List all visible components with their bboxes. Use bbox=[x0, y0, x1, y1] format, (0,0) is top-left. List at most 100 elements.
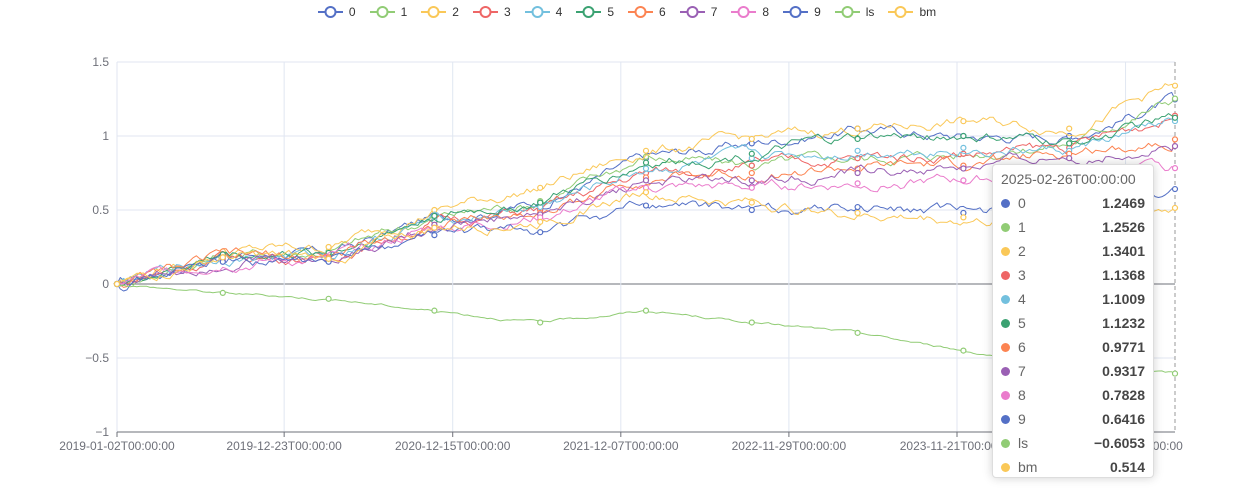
tooltip-series-value: 1.1368 bbox=[1102, 267, 1145, 283]
series-point-ls bbox=[325, 295, 332, 302]
series-point-ls bbox=[854, 329, 861, 336]
legend-symbol-icon bbox=[888, 6, 914, 18]
tooltip-series-name: 3 bbox=[1018, 267, 1026, 283]
series-point-bm bbox=[642, 189, 650, 196]
tooltip-row: 3 1.1368 bbox=[1001, 263, 1145, 287]
series-dot-icon bbox=[1001, 246, 1010, 256]
legend-symbol-icon bbox=[369, 6, 395, 18]
series-point-bm bbox=[113, 280, 121, 288]
tooltip-series-name: 4 bbox=[1018, 291, 1026, 307]
legend-item-5[interactable]: 5 bbox=[576, 5, 614, 19]
legend-item-2[interactable]: 2 bbox=[421, 5, 459, 19]
series-dot-icon bbox=[1001, 414, 1010, 424]
series-dot-icon bbox=[1001, 198, 1010, 208]
x-tick-label: 2023-11-21T00:00:00 bbox=[900, 439, 1015, 453]
legend-symbol-icon bbox=[421, 6, 447, 18]
tooltip-series-name: 6 bbox=[1018, 339, 1026, 355]
series-point-5 bbox=[537, 199, 544, 206]
tooltip-series-value: 1.3401 bbox=[1102, 243, 1145, 259]
series-point-bm bbox=[325, 255, 332, 262]
x-tick-label: 2019-12-23T00:00:00 bbox=[226, 439, 342, 453]
legend-item-ls[interactable]: ls bbox=[834, 5, 875, 19]
series-dot-icon bbox=[1001, 342, 1010, 352]
legend-label: 8 bbox=[762, 5, 770, 19]
legend-label: 2 bbox=[452, 5, 459, 19]
tooltip-series-value: 0.9317 bbox=[1102, 363, 1145, 379]
tooltip-series-name: 2 bbox=[1018, 243, 1026, 259]
tooltip-series-name: 1 bbox=[1018, 219, 1026, 235]
tooltip-row: 1 1.2526 bbox=[1001, 215, 1145, 239]
series-point-6 bbox=[748, 169, 755, 177]
tooltip-series-value: 1.2469 bbox=[1102, 195, 1145, 211]
tooltip-series-value: 0.9771 bbox=[1102, 339, 1145, 355]
series-point-4 bbox=[642, 165, 650, 172]
series-point-2 bbox=[537, 184, 544, 191]
series-dot-icon bbox=[1001, 294, 1010, 304]
series-point-bm bbox=[748, 199, 755, 206]
series-point-5 bbox=[1066, 140, 1073, 147]
series-point-ls bbox=[642, 307, 650, 314]
series-point-7 bbox=[642, 177, 650, 184]
series-point-9 bbox=[854, 203, 861, 211]
series-point-ls bbox=[960, 347, 967, 354]
tooltip-series-value: −0.6053 bbox=[1094, 435, 1145, 451]
tooltip-series-name: 5 bbox=[1018, 315, 1026, 331]
legend-item-6[interactable]: 6 bbox=[628, 5, 666, 19]
legend-item-bm[interactable]: bm bbox=[888, 5, 936, 19]
series-point-7 bbox=[748, 177, 755, 184]
series-point-5 bbox=[642, 159, 650, 166]
series-dot-icon bbox=[1001, 366, 1010, 376]
legend-symbol-icon bbox=[679, 6, 705, 18]
legend-item-4[interactable]: 4 bbox=[524, 5, 562, 19]
series-point-bm bbox=[1171, 204, 1179, 212]
legend-item-7[interactable]: 7 bbox=[679, 5, 717, 19]
tooltip-series-value: 1.2526 bbox=[1102, 219, 1145, 235]
legend-item-8[interactable]: 8 bbox=[731, 5, 769, 19]
series-point-ls bbox=[748, 319, 755, 326]
y-tick-label: 1 bbox=[102, 129, 109, 143]
tooltip-row: 2 1.3401 bbox=[1001, 239, 1145, 263]
series-point-5 bbox=[960, 132, 967, 140]
legend-item-0[interactable]: 0 bbox=[317, 5, 356, 19]
series-dot-icon bbox=[1001, 270, 1010, 280]
series-point-7 bbox=[1171, 143, 1179, 150]
series-point-1 bbox=[1171, 95, 1179, 102]
series-line-6 bbox=[116, 139, 1176, 288]
tooltip-series-name: 8 bbox=[1018, 387, 1026, 403]
legend-symbol-icon bbox=[783, 6, 809, 18]
tooltip-series-value: 0.514 bbox=[1109, 459, 1145, 475]
legend-label: 3 bbox=[503, 5, 511, 19]
series-point-2 bbox=[1066, 125, 1073, 132]
series-point-4 bbox=[960, 144, 967, 151]
legend-item-9[interactable]: 9 bbox=[783, 5, 821, 19]
x-tick-label: 2022-11-29T00:00:00 bbox=[732, 439, 847, 453]
series-point-8 bbox=[960, 177, 967, 184]
legend-label: 6 bbox=[659, 5, 666, 19]
series-point-3 bbox=[748, 162, 755, 169]
x-tick-label: 2021-12-07T00:00:00 bbox=[563, 439, 679, 453]
series-point-9 bbox=[537, 229, 544, 236]
series-point-bm bbox=[219, 254, 226, 261]
series-point-7 bbox=[960, 165, 967, 172]
series-dot-icon bbox=[1001, 462, 1010, 472]
legend-symbol-icon bbox=[628, 6, 654, 18]
tooltip-row: 0 1.2469 bbox=[1001, 191, 1145, 215]
legend-symbol-icon bbox=[576, 6, 602, 18]
series-point-bm bbox=[537, 218, 544, 225]
legend-item-1[interactable]: 1 bbox=[369, 5, 407, 19]
series-point-9 bbox=[642, 202, 650, 209]
tooltip-series-value: 0.6416 bbox=[1102, 411, 1145, 427]
series-dot-icon bbox=[1001, 318, 1010, 328]
series-point-5 bbox=[431, 212, 438, 220]
legend-symbol-icon bbox=[317, 6, 343, 18]
series-point-8 bbox=[1171, 165, 1179, 172]
legend-item-3[interactable]: 3 bbox=[472, 5, 511, 19]
tooltip-series-value: 0.7828 bbox=[1102, 387, 1145, 403]
legend-label: ls bbox=[865, 5, 875, 19]
legend-label: 5 bbox=[607, 5, 615, 19]
legend-symbol-icon bbox=[524, 6, 550, 18]
series-line-2 bbox=[116, 83, 1176, 285]
series-point-2 bbox=[325, 243, 332, 251]
legend-symbol-icon bbox=[834, 6, 860, 18]
y-tick-label: −0.5 bbox=[85, 351, 109, 365]
